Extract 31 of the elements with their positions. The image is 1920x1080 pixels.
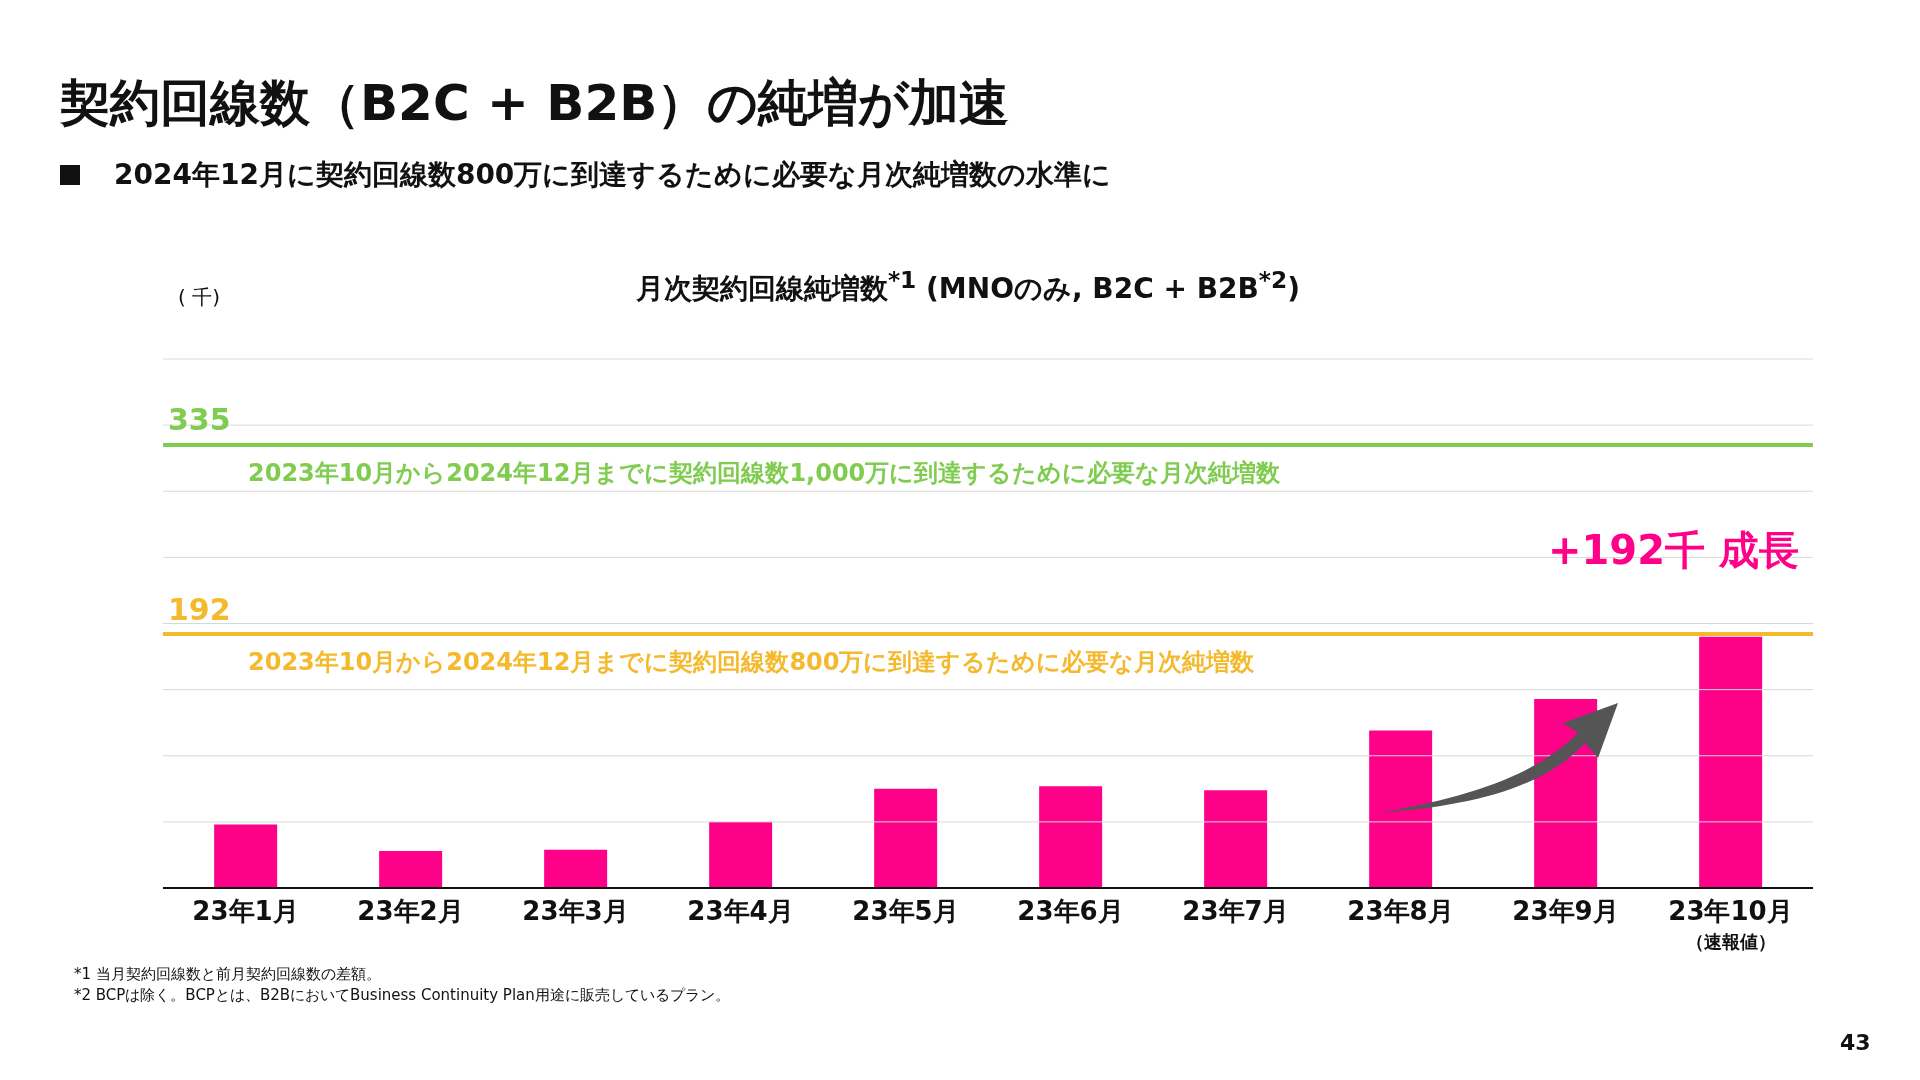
x-tick-label: 23年7月 [1182,896,1289,926]
bar [709,821,773,888]
text: *1 当月契約回線数と前月契約回線数の差額。 [74,964,382,985]
annotation: 2023年10月から2024年12月までに契約回線数1,000万に到達するために必要な月次純増数 [248,458,1282,487]
annotation: +192千 成長 [1548,526,1799,575]
x-tick-label: 23年3月 [522,896,629,926]
bar [1039,786,1103,888]
y-axis-title: ( 千) [178,284,220,311]
x-tick-label: 23年1月 [192,896,299,926]
ref-line-label: 192 [168,591,231,627]
text: *2 BCPは除く。BCPとは、B2BにおいてBusiness Continuity Plan用途に販売しているプラン。 [74,985,730,1006]
chart-title: 契約回線数（B2C + B2B）の純増が加速 [60,73,1010,134]
bar [1699,636,1763,888]
bar [1204,790,1268,888]
x-tick-label: 23年5月 [852,896,959,926]
x-tick-label: 23年6月 [1017,896,1124,926]
bar [379,850,443,888]
ref-line-label: 335 [168,402,231,438]
chart-subtitle: 2024年12月に契約回線数800万に到達するために必要な月次純増数の水準に [114,157,1112,193]
x-tick-label: 23年9月 [1512,896,1619,926]
annotation: 2023年10月から2024年12月までに契約回線数800万に到達するために必要な月次純増数 [248,648,1256,677]
x-tick-label: 23年4月 [687,896,794,926]
x-tick-label: 23年10月（速報値） [1668,896,1793,952]
bar [874,788,938,888]
bar [544,849,608,888]
x-tick-label: 23年2月 [357,896,464,926]
x-axis-title: 月次契約回線純増数$^{*1}$ (MNOのみ, B2C + B2B$^{*2}$) [635,266,1301,306]
x-tick-label: 23年8月 [1347,896,1454,926]
bar [214,824,278,888]
bar [1369,730,1433,888]
text: 43 [1840,1030,1871,1055]
